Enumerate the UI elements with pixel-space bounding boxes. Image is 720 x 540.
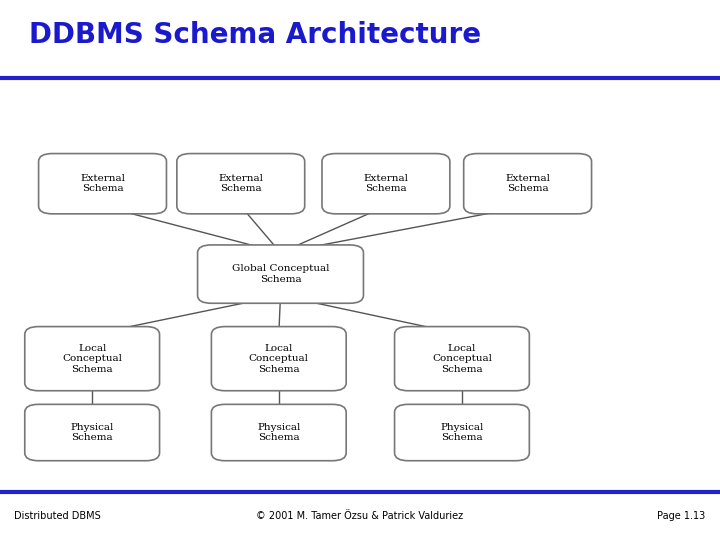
FancyBboxPatch shape [395,404,529,461]
Text: External
Schema: External Schema [505,174,550,193]
FancyBboxPatch shape [395,327,529,391]
FancyBboxPatch shape [212,327,346,391]
Text: Global Conceptual
Schema: Global Conceptual Schema [232,265,329,284]
FancyBboxPatch shape [197,245,364,303]
FancyBboxPatch shape [212,404,346,461]
Text: Local
Conceptual
Schema: Local Conceptual Schema [432,344,492,374]
Text: Physical
Schema: Physical Schema [440,423,484,442]
Text: Page 1.13: Page 1.13 [657,511,706,521]
Text: Local
Conceptual
Schema: Local Conceptual Schema [62,344,122,374]
Text: Distributed DBMS: Distributed DBMS [14,511,101,521]
FancyBboxPatch shape [322,153,450,214]
Text: Physical
Schema: Physical Schema [257,423,300,442]
FancyBboxPatch shape [24,404,160,461]
Text: © 2001 M. Tamer Özsu & Patrick Valduriez: © 2001 M. Tamer Özsu & Patrick Valduriez [256,511,464,521]
Text: DDBMS Schema Architecture: DDBMS Schema Architecture [29,21,481,49]
Text: External
Schema: External Schema [364,174,408,193]
Text: Physical
Schema: Physical Schema [71,423,114,442]
FancyBboxPatch shape [464,153,592,214]
FancyBboxPatch shape [177,153,305,214]
Text: External
Schema: External Schema [80,174,125,193]
FancyBboxPatch shape [24,327,160,391]
FancyBboxPatch shape [39,153,166,214]
Text: Local
Conceptual
Schema: Local Conceptual Schema [249,344,309,374]
Text: External
Schema: External Schema [218,174,264,193]
